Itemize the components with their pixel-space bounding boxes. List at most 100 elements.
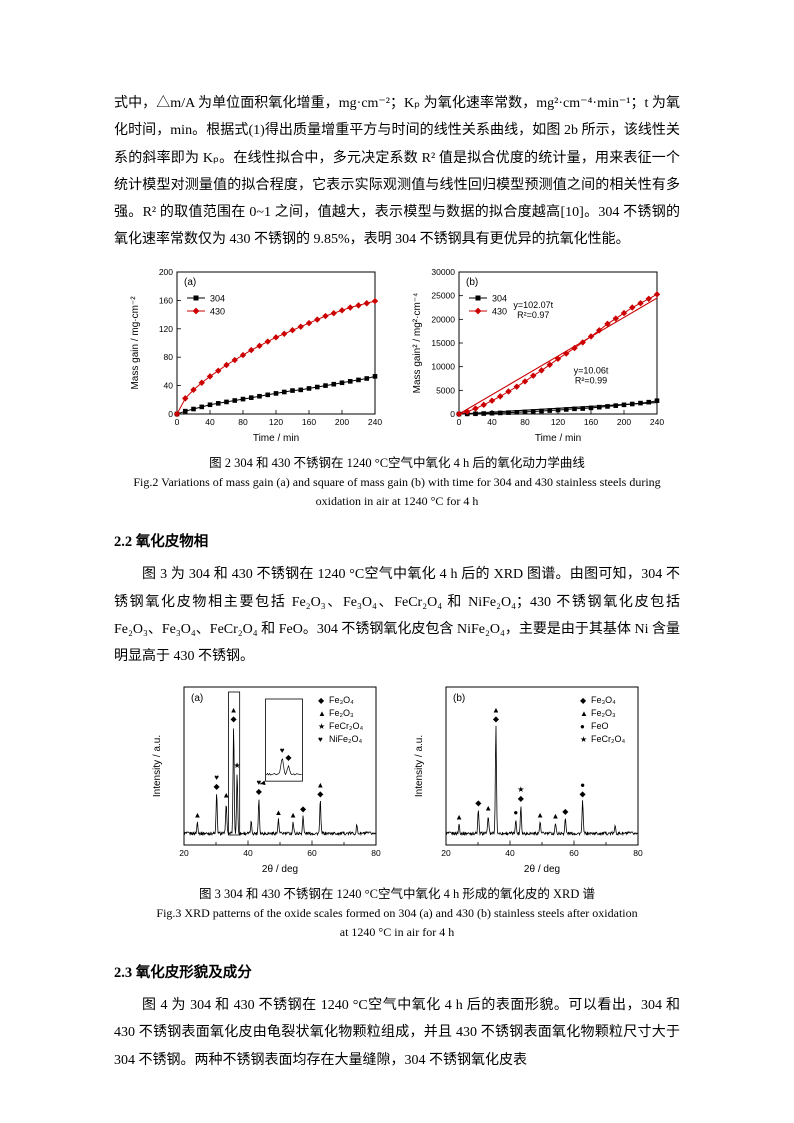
svg-text:Fe₂O₃: Fe₂O₃ xyxy=(329,708,354,718)
svg-text:430: 430 xyxy=(492,306,507,316)
svg-text:430: 430 xyxy=(210,306,225,316)
svg-text:(a): (a) xyxy=(184,277,196,288)
section-2-2-heading: 2.2 氧化皮物相 xyxy=(114,534,209,551)
chart-fig3a-xrd-304: 20 40 60 80 2θ / deg Intensity / a.u. (a) ▲ ◆ ♥ ▲ ◆… xyxy=(148,680,384,881)
paragraph-surface-morphology: 图 4 为 304 和 430 不锈钢在 1240 °C空气中氧化 4 h 后的… xyxy=(114,998,680,1068)
svg-text:Intensity / a.u.: Intensity / a.u. xyxy=(152,734,163,796)
svg-text:▲: ▲ xyxy=(492,705,500,714)
svg-text:Fe₃O₄: Fe₃O₄ xyxy=(591,695,616,705)
svg-text:Time / min: Time / min xyxy=(253,433,299,444)
svg-text:20000: 20000 xyxy=(431,314,455,324)
svg-text:●: ● xyxy=(580,722,585,731)
svg-text:(b): (b) xyxy=(466,277,478,288)
svg-text:40: 40 xyxy=(164,380,174,390)
svg-text:240: 240 xyxy=(368,417,382,427)
svg-text:304: 304 xyxy=(210,293,225,303)
svg-text:R²=0.99: R²=0.99 xyxy=(575,375,607,385)
svg-text:▲: ▲ xyxy=(316,780,324,789)
svg-text:♥: ♥ xyxy=(214,773,219,782)
svg-text:▲: ▲ xyxy=(230,705,238,714)
svg-text:▲: ▲ xyxy=(580,709,588,718)
svg-text:60: 60 xyxy=(307,848,317,858)
svg-text:♥: ♥ xyxy=(280,746,285,755)
svg-text:10000: 10000 xyxy=(431,361,455,371)
svg-text:Fe₃O₄: Fe₃O₄ xyxy=(329,695,354,705)
figure-2-charts: 0 40 80 120 160 200 240 0 40 80 120 160 200 Time / mi… xyxy=(114,263,680,450)
figure-3-caption: 图 3 304 和 430 不锈钢在 1240 °C空气中氧化 4 h 形成的氧… xyxy=(114,885,680,942)
figure-2-caption-en: Fig.2 Variations of mass gain (a) and sq… xyxy=(133,475,661,508)
svg-text:▲: ▲ xyxy=(484,803,492,812)
svg-text:Mass gain / mg·cm⁻²: Mass gain / mg·cm⁻² xyxy=(130,296,141,390)
svg-text:Fe₂O₃: Fe₂O₃ xyxy=(591,708,616,718)
svg-text:▲: ▲ xyxy=(455,812,463,821)
svg-text:160: 160 xyxy=(584,417,598,427)
svg-text:◆: ◆ xyxy=(317,789,324,798)
figure-2-caption: 图 2 304 和 430 不锈钢在 1240 °C空气中氧化 4 h 后的氧化… xyxy=(114,454,680,511)
svg-text:★: ★ xyxy=(517,784,524,793)
svg-text:◆: ◆ xyxy=(475,798,482,807)
svg-text:0: 0 xyxy=(168,409,173,419)
svg-text:30000: 30000 xyxy=(431,267,455,277)
svg-text:0: 0 xyxy=(457,417,462,427)
svg-text:▲: ▲ xyxy=(222,790,230,799)
svg-text:120: 120 xyxy=(551,417,565,427)
svg-text:80: 80 xyxy=(164,352,174,362)
figure-3-caption-en-line2: at 1240 °C in air for 4 h xyxy=(339,924,455,939)
svg-text:80: 80 xyxy=(371,848,381,858)
svg-text:80: 80 xyxy=(520,417,530,427)
svg-text:25000: 25000 xyxy=(431,290,455,300)
svg-text:160: 160 xyxy=(159,295,173,305)
chart-fig2a-mass-gain: 0 40 80 120 160 200 240 0 40 80 120 160 200 Time / mi… xyxy=(127,263,385,450)
svg-text:NiFe₂O₄: NiFe₂O₄ xyxy=(329,734,362,744)
svg-text:40: 40 xyxy=(205,417,215,427)
chart-fig3b-xrd-430: 20 40 60 80 2θ / deg Intensity / a.u. (b) ▲ ◆ ▲ ◆ ▲… xyxy=(410,680,646,881)
svg-text:◆: ◆ xyxy=(580,789,587,798)
svg-text:160: 160 xyxy=(302,417,316,427)
svg-text:▲: ▲ xyxy=(536,810,544,819)
svg-text:15000: 15000 xyxy=(431,338,455,348)
svg-text:5000: 5000 xyxy=(436,385,455,395)
chart-svg: 0 40 80 120 160 200 240 0 5000 10000 15000 20000 250… xyxy=(409,263,667,450)
svg-text:(a): (a) xyxy=(191,693,203,704)
svg-text:♥: ♥ xyxy=(257,777,262,786)
svg-text:240: 240 xyxy=(650,417,664,427)
svg-text:40: 40 xyxy=(243,848,253,858)
figure-3-caption-en-line1: Fig.3 XRD patterns of the oxide scales f… xyxy=(156,905,638,920)
figure-3: 20 40 60 80 2θ / deg Intensity / a.u. (a) ▲ ◆ ♥ ▲ ◆… xyxy=(114,680,680,942)
svg-text:◆: ◆ xyxy=(231,714,238,723)
svg-text:20: 20 xyxy=(179,848,189,858)
paragraph-xrd-phases: 图 3 为 304 和 430 不锈钢在 1240 °C空气中氧化 4 h 后的… xyxy=(114,567,680,665)
svg-text:Intensity / a.u.: Intensity / a.u. xyxy=(414,734,425,796)
svg-text:◆: ◆ xyxy=(580,696,587,705)
svg-text:FeCr₂O₄: FeCr₂O₄ xyxy=(591,734,625,744)
svg-text:▲: ▲ xyxy=(193,810,201,819)
svg-text:FeCr₂O₄: FeCr₂O₄ xyxy=(329,721,363,731)
svg-text:Time / min: Time / min xyxy=(535,433,581,444)
svg-text:80: 80 xyxy=(238,417,248,427)
figure-2-caption-cn: 图 2 304 和 430 不锈钢在 1240 °C空气中氧化 4 h 后的氧化… xyxy=(209,455,585,470)
svg-text:2θ / deg: 2θ / deg xyxy=(524,864,560,875)
svg-text:★: ★ xyxy=(580,735,587,744)
svg-text:★: ★ xyxy=(234,761,241,770)
svg-text:2θ / deg: 2θ / deg xyxy=(262,864,298,875)
svg-text:20: 20 xyxy=(441,848,451,858)
svg-text:FeO: FeO xyxy=(591,721,609,731)
svg-text:60: 60 xyxy=(569,848,579,858)
svg-text:R²=0.97: R²=0.97 xyxy=(517,310,549,320)
svg-text:▲: ▲ xyxy=(551,811,559,820)
section-2-3-heading: 2.3 氧化皮形貌及成分 xyxy=(114,965,252,982)
svg-text:◆: ◆ xyxy=(256,786,263,795)
svg-text:y=102.07t: y=102.07t xyxy=(513,300,553,310)
svg-text:y=10.06t: y=10.06t xyxy=(574,365,609,375)
svg-text:▲: ▲ xyxy=(289,810,297,819)
svg-text:200: 200 xyxy=(159,267,173,277)
svg-text:◆: ◆ xyxy=(493,714,500,723)
svg-text:120: 120 xyxy=(269,417,283,427)
svg-text:▲: ▲ xyxy=(318,709,326,718)
svg-text:●: ● xyxy=(513,808,518,817)
svg-text:◆: ◆ xyxy=(285,753,292,762)
svg-text:◆: ◆ xyxy=(300,804,307,813)
paragraph-oxidation-kinetics: 式中，△m/A 为单位面积氧化增重，mg·cm⁻²；Kₚ 为氧化速率常数，mg²… xyxy=(114,96,680,248)
